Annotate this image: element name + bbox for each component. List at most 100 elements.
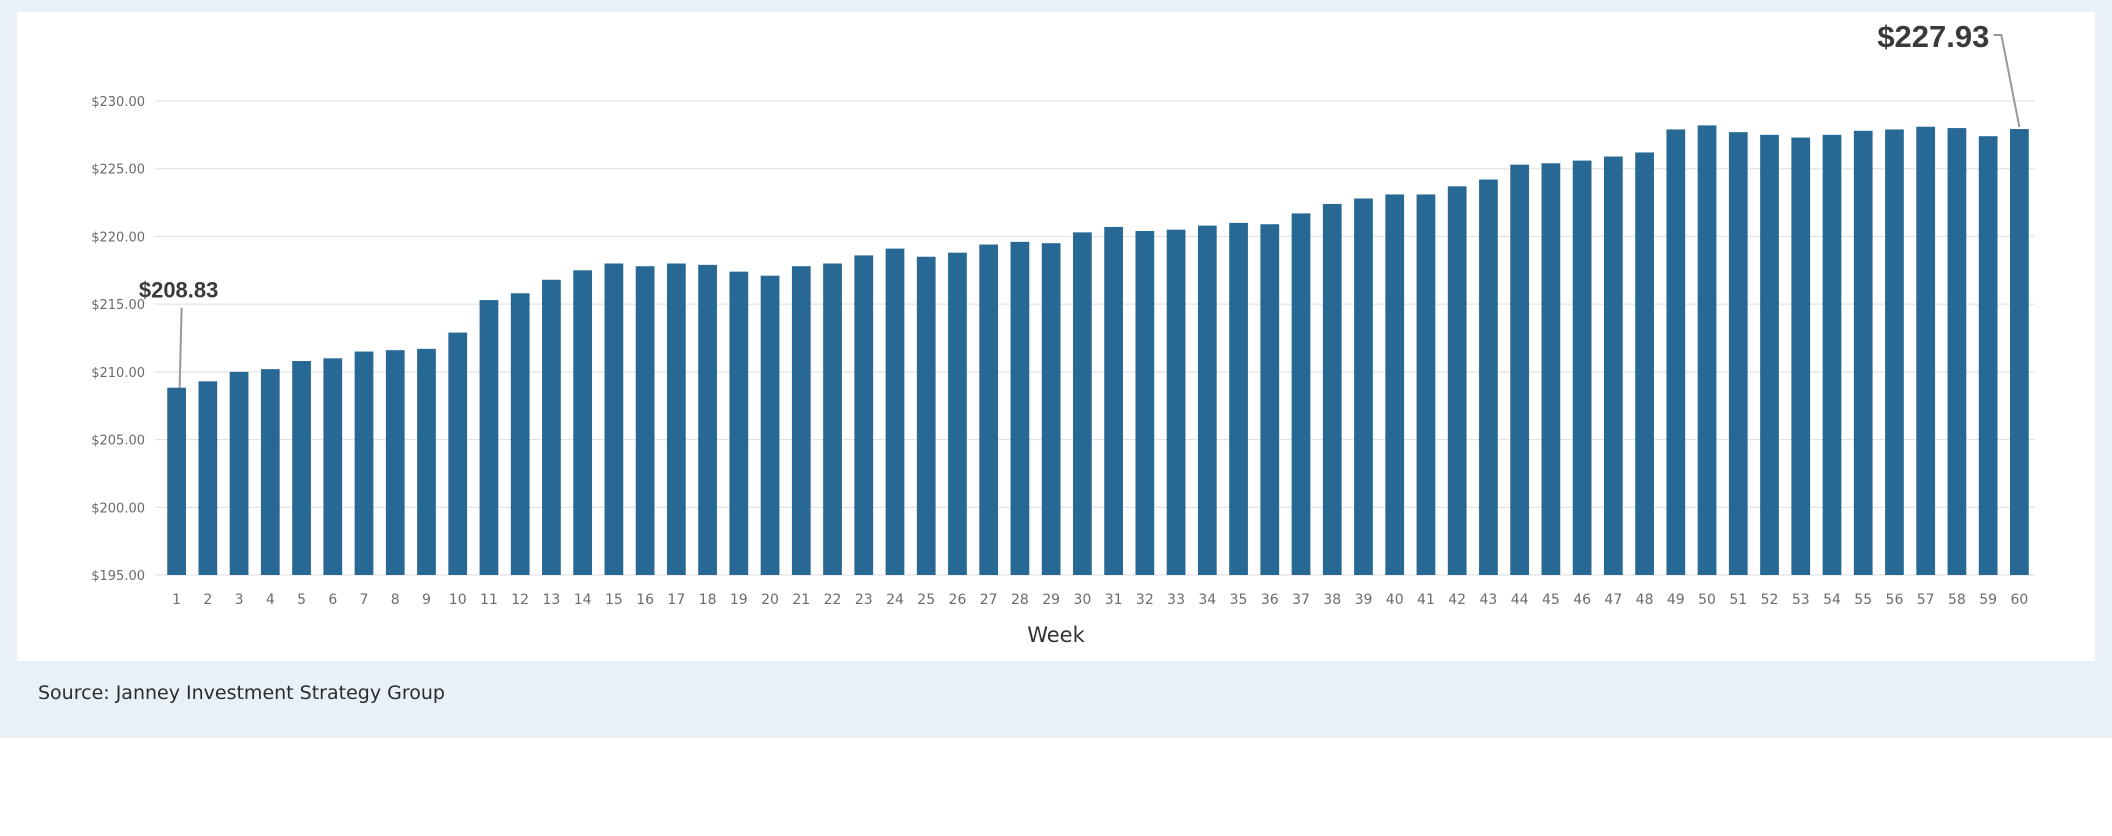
callout-leader [178,307,183,388]
x-tick-label: 25 [917,592,935,608]
x-axis-ticks: 1 2 3 4 5 6 7 8 9 10 11 12 13 14 15 16 17 18 19 20 21 22 23 24 2… [172,592,2028,608]
x-tick-label: 2 [203,592,212,608]
x-tick-label: 16 [636,592,654,608]
bar [823,263,842,575]
x-tick-label: 13 [543,592,561,608]
x-tick-label: 43 [1480,592,1498,608]
x-tick-label: 17 [667,592,685,608]
bar [1603,156,1623,576]
bar [385,350,405,575]
x-tick-label: 15 [605,592,623,608]
bar [698,264,717,575]
bar [666,263,686,575]
bar [1073,232,1092,575]
bar [1541,163,1561,575]
x-tick-label: 54 [1823,592,1841,608]
bar [1447,186,1467,575]
x-tick-label: 29 [1042,592,1060,608]
bar [1135,231,1155,576]
bar [948,252,967,575]
x-tick-label: 38 [1323,592,1341,608]
x-tick-label: 7 [360,592,369,608]
bar [510,293,530,575]
x-axis-title: Week [1027,623,1085,647]
y-tick-label: $205.00 [91,434,145,449]
bar [885,248,905,576]
bar [260,369,280,575]
x-tick-label: 56 [1886,592,1904,608]
x-tick-label: 12 [511,592,529,608]
bar [1385,194,1405,575]
bar [1791,137,1811,575]
bar [1166,229,1186,575]
x-tick-label: 50 [1698,592,1716,608]
x-tick-label: 41 [1417,592,1435,608]
x-tick-label: 40 [1386,592,1404,608]
x-tick-label: 8 [391,592,400,608]
x-tick-label: 45 [1542,592,1560,608]
bar [1916,126,1936,575]
y-tick-label: $230.00 [91,95,145,110]
bar [354,351,374,575]
x-tick-label: 20 [761,592,779,608]
bar [1041,243,1061,575]
callout-label-first: $208.83 [139,278,219,303]
x-tick-label: 46 [1573,592,1591,608]
x-tick-label: 19 [730,592,748,608]
bar [604,263,624,575]
bar [1728,132,1748,576]
x-tick-label: 11 [480,592,498,608]
x-tick-label: 10 [449,592,467,608]
bar [635,266,655,575]
x-tick-label: 22 [824,592,842,608]
x-tick-label: 33 [1167,592,1185,608]
callout-label-last: $227.93 [1877,19,1989,54]
x-tick-label: 30 [1073,592,1091,608]
x-tick-label: 27 [980,592,998,608]
bar [729,271,749,575]
y-axis-ticks: $195.00 $200.00 $205.00 $210.00 $215.00 $220.… [91,95,145,584]
x-tick-label: 21 [792,592,810,608]
x-tick-label: 39 [1355,592,1373,608]
bar [1760,134,1779,575]
bar-chart: $195.00 $200.00 $205.00 $210.00 $215.00 $220.… [91,19,2035,647]
chart-card: $195.00 $200.00 $205.00 $210.00 $215.00 $220.… [17,12,2095,661]
x-tick-label: 9 [422,592,431,608]
x-tick-label: 47 [1604,592,1622,608]
gridlines [155,100,2035,576]
bar [1666,129,1686,575]
bar [292,361,311,575]
bar [229,371,249,575]
x-tick-label: 52 [1761,592,1779,608]
x-tick-label: 58 [1948,592,1966,608]
y-tick-label: $210.00 [91,366,145,381]
x-tick-label: 59 [1979,592,1997,608]
x-tick-label: 26 [949,592,967,608]
y-tick-label: $215.00 [91,298,145,313]
bars [167,125,2029,576]
callout-leader [1993,34,2021,128]
x-tick-label: 18 [699,592,717,608]
y-tick-label: $220.00 [91,230,145,245]
bar [791,266,811,575]
bar [2010,129,2029,575]
bar [1947,128,1967,575]
bar [1479,179,1498,575]
bar [448,332,468,575]
bar [760,275,780,575]
bar [479,300,499,575]
bar [1885,129,1904,575]
x-tick-label: 32 [1136,592,1154,608]
x-tick-label: 23 [855,592,873,608]
x-tick-label: 49 [1667,592,1685,608]
bar [1978,136,1998,575]
x-tick-label: 35 [1230,592,1248,608]
y-tick-label: $225.00 [91,163,145,178]
x-tick-label: 42 [1448,592,1466,608]
bar [1197,225,1217,575]
bar [979,244,999,575]
x-tick-label: 53 [1792,592,1810,608]
bar [573,270,593,575]
x-tick-label: 5 [297,592,306,608]
bar [417,348,436,575]
